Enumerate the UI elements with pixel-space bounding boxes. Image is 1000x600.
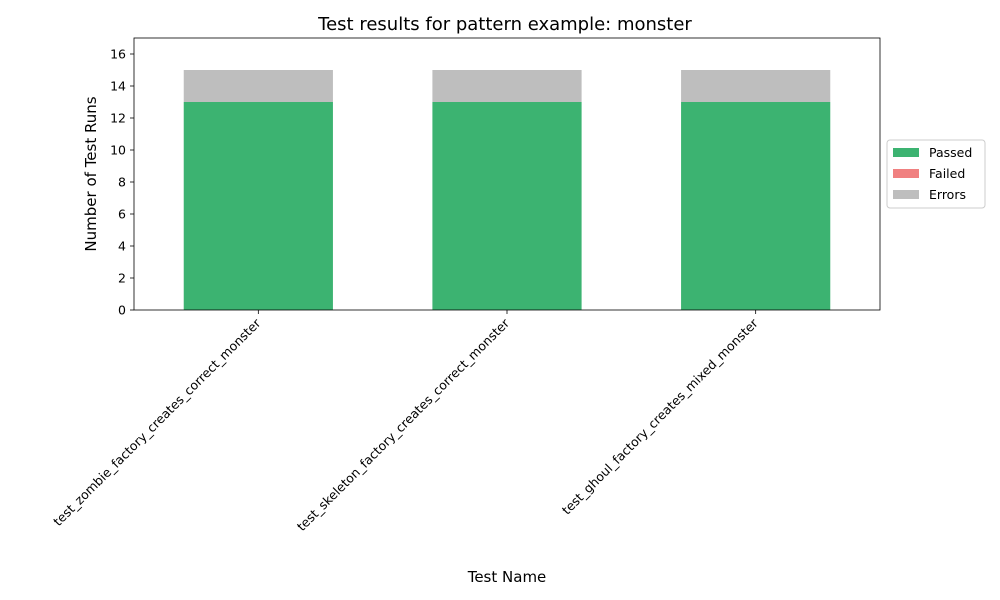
bar-errors-0 [183,70,333,102]
legend-label-passed: Passed [929,145,972,160]
y-tick-label: 8 [118,175,126,190]
y-axis-title: Number of Test Runs [82,96,100,251]
x-axis-title: Test Name [467,568,547,586]
legend-swatch-errors [893,190,919,199]
y-tick-label: 12 [110,111,126,126]
bar-passed-1 [432,102,582,310]
legend-swatch-passed [893,148,919,157]
y-tick-label: 0 [118,303,126,318]
y-tick-label: 2 [118,271,126,286]
y-tick-label: 16 [110,47,126,62]
legend-label-failed: Failed [929,166,965,181]
legend-swatch-failed [893,169,919,178]
y-tick-label: 10 [110,143,126,158]
y-tick-label: 6 [118,207,126,222]
legend-label-errors: Errors [929,187,966,202]
bar-passed-2 [681,102,831,310]
bar-errors-1 [432,70,582,102]
legend: Passed Failed Errors [886,139,986,209]
bar-errors-2 [681,70,831,102]
bar-passed-0 [183,102,333,310]
y-tick-label: 4 [118,239,126,254]
chart-title: Test results for pattern example: monste… [317,14,692,35]
y-tick-label: 14 [110,79,126,94]
